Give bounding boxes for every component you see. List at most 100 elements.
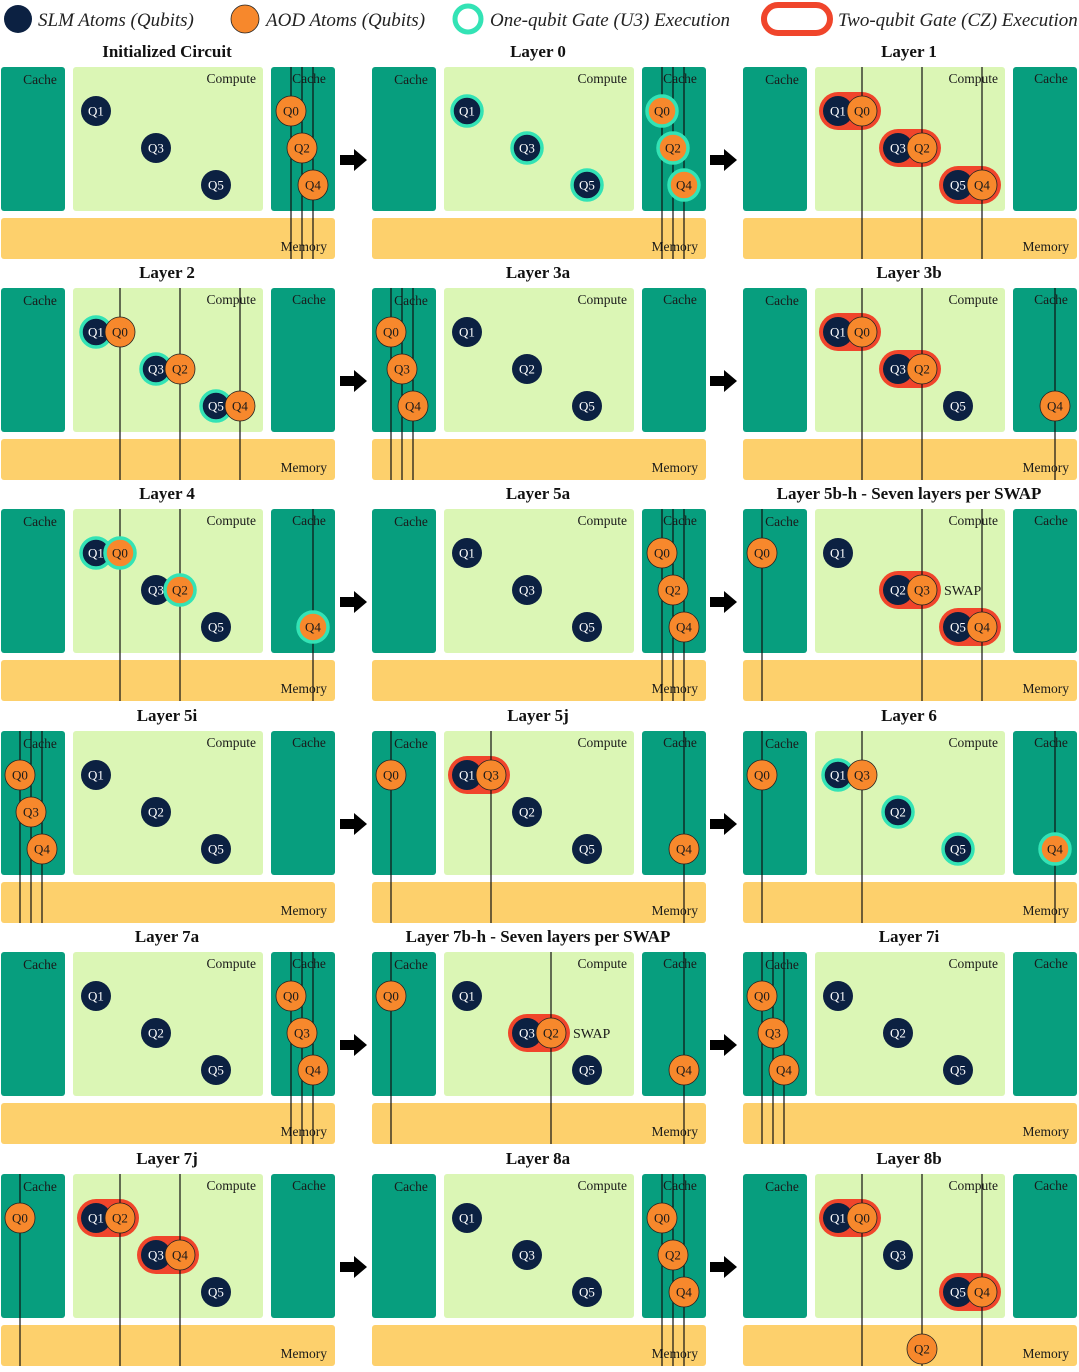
compute-label: Compute (949, 1178, 999, 1193)
atoms: Q1 Q3 Q5 Q0 Q2 Q4 (79, 315, 256, 423)
qubit-label: Q2 (112, 1211, 128, 1226)
qubit-label: Q5 (950, 1063, 966, 1078)
regions: Cache Compute Cache Memory (372, 288, 706, 480)
memory-zone (372, 1103, 706, 1144)
aod-atom (286, 1017, 318, 1049)
cache-label: Cache (663, 292, 697, 307)
cache-zone-left (743, 1174, 807, 1318)
qubit-label: Q2 (294, 141, 310, 156)
qubit-label: Q0 (283, 104, 299, 119)
qubit-label: Q0 (854, 1211, 870, 1226)
regions: Cache Compute Cache Memory (372, 1174, 706, 1366)
slm-atom (512, 575, 542, 605)
aod-atom (163, 573, 197, 607)
qubit-label: Q3 (148, 362, 164, 377)
qubit-label: Q1 (459, 104, 475, 119)
qubit-label: Q0 (754, 768, 770, 783)
atoms: Q1 Q3 Q5 Q0 Q2 Q4 (79, 536, 330, 644)
qubit-label: Q2 (890, 583, 906, 598)
cache-label: Cache (1034, 956, 1068, 971)
slm-atom (81, 760, 111, 790)
cache-label: Cache (1034, 735, 1068, 750)
aod-atom (645, 94, 679, 128)
slm-atom (510, 131, 544, 165)
regions: Cache Compute Cache Memory (1, 952, 335, 1144)
regions: Cache Compute Cache Memory (743, 1174, 1077, 1366)
cache-zone-right (1013, 952, 1077, 1096)
qubit-label: Q5 (950, 620, 966, 635)
qubit-label: Q1 (88, 325, 104, 340)
aod-atom (386, 353, 418, 385)
cache-zone-left (1, 67, 65, 211)
memory-zone (372, 660, 706, 701)
memory-label: Memory (281, 460, 328, 475)
slm-atom (512, 797, 542, 827)
qubit-label: Q3 (148, 1248, 164, 1263)
qubit-label: Q2 (890, 1026, 906, 1041)
cache-label: Cache (23, 736, 57, 751)
swap-label: SWAP (944, 584, 982, 599)
qubit-label: Q3 (23, 805, 39, 820)
slm-atom (943, 1277, 973, 1307)
cache-label: Cache (292, 292, 326, 307)
cache-zone-right (271, 731, 335, 875)
cache-zone-left (372, 731, 436, 875)
right-arrow-icon (710, 591, 737, 613)
memory-zone (1, 660, 335, 701)
qubit-label: Q1 (830, 768, 846, 783)
memory-label: Memory (652, 1346, 699, 1361)
panel-title: Layer 7a (135, 927, 200, 946)
slm-atom (823, 317, 853, 347)
qubit-label: Q1 (459, 546, 475, 561)
qubit-label: Q3 (294, 1026, 310, 1041)
regions: Cache Compute Cache Memory (743, 952, 1077, 1144)
aod-atom (768, 1054, 800, 1086)
qubit-label: Q0 (383, 989, 399, 1004)
panel-title: Layer 5i (137, 706, 198, 725)
qubit-label: Q4 (305, 1063, 321, 1078)
right-arrow-icon (710, 813, 737, 835)
memory-label: Memory (281, 1346, 328, 1361)
regions: Cache Compute Cache Memory (372, 67, 706, 259)
cache-label: Cache (1034, 71, 1068, 86)
qubit-label: Q5 (950, 842, 966, 857)
cache-label: Cache (394, 1179, 428, 1194)
atoms: Q1 Q2 Q5 Q0 Q3 Q4 (375, 759, 700, 865)
slm-atom (201, 834, 231, 864)
cache-label: Cache (394, 957, 428, 972)
cache-label: Cache (292, 513, 326, 528)
panel-title: Layer 8a (506, 1149, 571, 1168)
cache-label: Cache (765, 736, 799, 751)
memory-zone (372, 439, 706, 480)
qubit-label: Q3 (890, 1248, 906, 1263)
legend-slm-label: SLM Atoms (Qubits) (38, 10, 194, 31)
slm-atom (572, 834, 602, 864)
aod-atom (375, 316, 407, 348)
qubit-label: Q4 (676, 620, 692, 635)
qubit-label: Q4 (232, 399, 248, 414)
memory-zone (1, 439, 335, 480)
qubit-label: Q5 (208, 178, 224, 193)
qubit-label: Q4 (676, 1285, 692, 1300)
atoms: Q1 Q2 Q5 Q0 Q3 Q4 (746, 980, 973, 1086)
qubit-label: Q0 (12, 768, 28, 783)
qubit-label: Q4 (172, 1248, 188, 1263)
slm-atom (450, 94, 484, 128)
slm-atom (883, 1240, 913, 1270)
aod-atom (656, 131, 690, 165)
cache-label: Cache (663, 735, 697, 750)
qubit-label: Q1 (88, 989, 104, 1004)
cache-zone-left (743, 67, 807, 211)
slm-atom (572, 391, 602, 421)
memory-label: Memory (1023, 681, 1070, 696)
memory-label: Memory (281, 903, 328, 918)
panel-title: Layer 3a (506, 263, 571, 282)
qubit-label: Q5 (579, 399, 595, 414)
cache-label: Cache (23, 1179, 57, 1194)
cache-label: Cache (23, 293, 57, 308)
legend-cz-label: Two-qubit Gate (CZ) Execution (838, 10, 1078, 31)
aod-atom-legend-icon (230, 4, 260, 34)
aod-atom (668, 833, 700, 865)
qubit-label: Q5 (208, 620, 224, 635)
